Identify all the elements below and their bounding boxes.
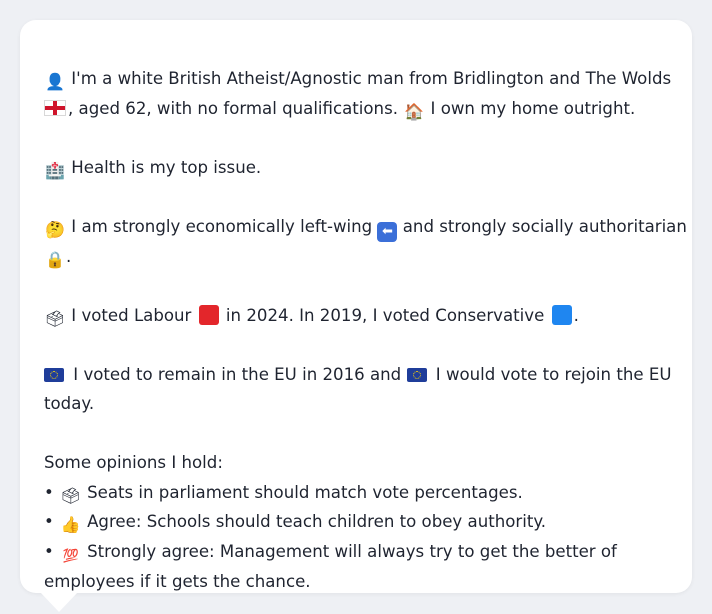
lock-icon: 🔒	[45, 249, 65, 269]
political-stance-line-1: 🤔 I am strongly economically left-wing ⬅…	[44, 212, 687, 242]
stance-period: .	[66, 246, 72, 266]
eu-flag-icon	[406, 367, 427, 382]
profile-card: 👤 I'm a white British Atheist/Agnostic m…	[20, 20, 692, 593]
vote-period: .	[573, 305, 579, 325]
opinion-item: • 🗳 Seats in parliament should match vote…	[44, 478, 668, 508]
opinion-text: Seats in parliament should match vote pe…	[81, 482, 523, 502]
ballot-box-icon: 🗳	[44, 308, 66, 328]
voting-history-line: 🗳 I voted Labour in 2024. In 2019, I vot…	[44, 301, 668, 331]
opinion-text: Strongly agree: Management will always t…	[81, 541, 617, 561]
economic-stance-text: I am strongly economically left-wing	[66, 216, 378, 236]
opinion-item: • 💯 Strongly agree: Management will alway…	[44, 537, 668, 567]
opinion-item-continuation: employees if it gets the chance.	[44, 567, 668, 597]
eu-flag-icon	[44, 367, 64, 382]
health-line: 🏥 Health is my top issue.	[44, 153, 668, 183]
speech-bubble-tail	[40, 592, 78, 612]
profile-identity-line-1: 👤 I'm a white British Atheist/Agnostic m…	[44, 64, 672, 94]
thumbs-up-icon: 👍	[60, 515, 81, 534]
left-arrow-icon: ⬅	[377, 221, 398, 242]
ballot-box-icon: 🗳	[60, 485, 81, 505]
social-stance-text: and strongly socially authoritarian	[397, 216, 687, 236]
eu-today-text: today.	[44, 394, 95, 413]
hundred-points-icon: 💯	[62, 548, 79, 564]
eu-line-2: today.	[44, 389, 668, 419]
house-icon: 🏠	[404, 101, 425, 121]
bullet: •	[44, 541, 54, 561]
profile-identity-line-2: , aged 62, with no formal qualifications…	[44, 94, 668, 124]
opinion-text: employees if it gets the chance.	[44, 571, 311, 591]
identity-text: I'm a white British Atheist/Agnostic man…	[66, 69, 672, 88]
health-text: Health is my top issue.	[66, 157, 262, 177]
england-flag-icon	[44, 99, 66, 116]
opinion-text: Agree: Schools should teach children to …	[81, 512, 547, 531]
vote-conservative-text: in 2024. In 2019, I voted Conservative	[220, 305, 550, 325]
blue-square-icon	[551, 304, 572, 325]
person-icon: 👤	[45, 72, 65, 91]
red-square-icon	[198, 304, 219, 325]
opinion-item: • 👍 Agree: Schools should teach children …	[44, 507, 668, 537]
opinions-heading: Some opinions I hold:	[44, 453, 223, 472]
eu-rejoin-text: I would vote to rejoin the EU	[430, 364, 672, 384]
eu-remain-text: I voted to remain in the EU in 2016 and	[68, 364, 407, 384]
political-stance-line-2: 🔒.	[44, 242, 668, 272]
eu-line-1: I voted to remain in the EU in 2016 and …	[44, 360, 671, 390]
bullet: •	[44, 482, 54, 502]
vote-labour-text: I voted Labour	[66, 305, 197, 325]
hospital-icon: 🏥	[45, 160, 65, 180]
thinking-face-icon: 🤔	[45, 219, 65, 239]
bullet: •	[44, 512, 54, 531]
home-ownership-text: I own my home outright.	[425, 98, 636, 118]
age-qualifications-text: , aged 62, with no formal qualifications…	[68, 98, 404, 118]
